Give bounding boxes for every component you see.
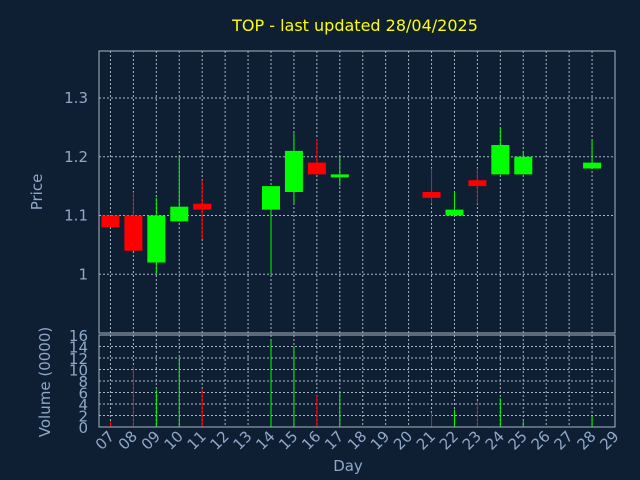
price-panel-frame — [98, 50, 616, 334]
volume-tick-label: 0 — [78, 419, 88, 437]
candle-body — [422, 192, 441, 198]
volume-tick-label: 10 — [69, 362, 88, 380]
candle-body — [284, 150, 303, 192]
volume-tick-label: 14 — [69, 339, 88, 357]
volume-bars — [109, 340, 593, 427]
candle-body — [193, 203, 212, 210]
chart-title: TOP - last updated 28/04/2025 — [231, 16, 478, 35]
candle-body — [445, 209, 464, 216]
price-tick-label: 1.1 — [64, 207, 88, 225]
candle-body — [262, 186, 280, 210]
price-tick-label: 1.2 — [64, 148, 88, 166]
volume-tick-label: 12 — [69, 350, 88, 368]
candle-body — [583, 162, 602, 169]
volume-tick-label: 4 — [78, 396, 88, 414]
volume-tick-label: 16 — [69, 327, 88, 345]
price-tick-label: 1.3 — [64, 89, 88, 107]
candle-body — [514, 156, 533, 175]
candle-body — [124, 215, 143, 251]
candle-body — [468, 180, 487, 187]
volume-tick-label: 6 — [78, 385, 88, 403]
volume-panel-frame — [98, 334, 616, 428]
candle-body — [101, 215, 120, 228]
candle-body — [330, 174, 349, 178]
price-tick-label: 1 — [78, 265, 88, 283]
candle-body — [170, 206, 189, 222]
volume-tick-label: 8 — [78, 373, 88, 391]
candle-body — [147, 215, 166, 263]
price-axis-label: Price — [28, 174, 46, 211]
volume-tick-label: 2 — [78, 408, 88, 426]
price-y-ticks: 1 1.1 1.2 1.3 — [64, 89, 88, 283]
candlesticks — [101, 127, 602, 275]
day-x-ticks: 0708091011121314151617181920212223242526… — [92, 427, 623, 453]
candle-body — [491, 145, 510, 175]
day-axis-label: Day — [333, 457, 363, 475]
volume-axis-label: Volume (0000) — [36, 327, 54, 437]
candle-body — [307, 162, 326, 175]
